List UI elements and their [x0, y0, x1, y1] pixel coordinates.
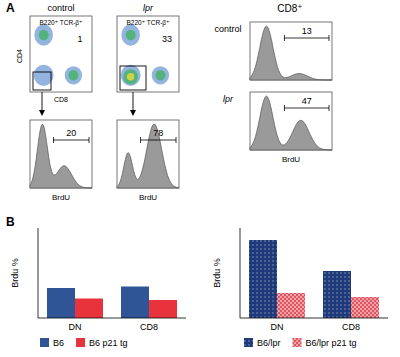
hist-curve [117, 124, 179, 188]
bar [121, 287, 149, 319]
y-axis [38, 228, 39, 318]
dot-cluster [65, 66, 82, 84]
gate-value: 78 [153, 128, 163, 138]
gate [284, 105, 285, 111]
arrow-head [39, 110, 45, 116]
dot-plot-frame [117, 16, 179, 92]
tick-label: DN [69, 322, 82, 332]
panel-title: CD8⁺ [277, 3, 302, 14]
gate-value: 20 [66, 128, 76, 138]
bar [351, 297, 379, 318]
hist-frame [117, 120, 179, 188]
bars [249, 240, 379, 318]
bars [47, 287, 177, 319]
bar [149, 300, 177, 318]
x-axis [240, 318, 388, 319]
dot-cluster [121, 65, 141, 86]
dot-cluster [152, 66, 169, 84]
dot-cluster [127, 73, 134, 81]
hist-frame [250, 22, 332, 80]
panel-label: A [6, 1, 15, 15]
legend-swatch [76, 338, 85, 347]
legend-swatch [244, 338, 253, 347]
dot-cluster [34, 24, 53, 45]
bar [47, 288, 75, 318]
legend-swatch [293, 338, 302, 347]
gate-value: 1 [77, 34, 82, 44]
axis-label: BrdU [282, 155, 300, 164]
dot-cluster [39, 30, 49, 41]
gate [89, 137, 90, 143]
column-label: control [47, 3, 74, 13]
gate [54, 140, 89, 141]
axis-label: Brdu % [10, 258, 20, 288]
dot-plot-frame [30, 16, 92, 92]
axis-label: BrdU [52, 193, 70, 202]
dot-cluster [121, 24, 140, 45]
gate [140, 137, 141, 143]
row-label: lpr [223, 94, 234, 104]
panel-label: B [6, 215, 15, 229]
column-label: lpr [143, 3, 154, 13]
gate-value: 47 [302, 96, 312, 106]
gate [284, 38, 329, 39]
tick-label: CD8 [342, 322, 360, 332]
legend-swatch [40, 338, 49, 347]
bar [75, 299, 103, 319]
gate [33, 72, 51, 90]
gate-value: 33 [162, 34, 172, 44]
gate [53, 137, 54, 143]
hist-curve [250, 96, 332, 150]
row-label: control [214, 24, 241, 34]
x-axis [38, 318, 186, 319]
gate [284, 108, 329, 109]
legend-label: B6/lpr [257, 338, 281, 348]
dot-cluster [68, 70, 78, 81]
arrow-head [130, 110, 136, 116]
gate [120, 66, 146, 90]
dot-cluster [123, 69, 138, 84]
bar [323, 271, 351, 318]
gate [141, 140, 176, 141]
axis-label: CD4 [16, 49, 23, 63]
gate [329, 35, 330, 41]
population-label: B220⁺ TCR-β⁺ [127, 19, 170, 27]
legend-label: B6 p21 tg [89, 338, 128, 348]
legend-label: B6 [53, 338, 64, 348]
gate-value: 13 [302, 26, 312, 36]
gate [329, 105, 330, 111]
dot-cluster [155, 70, 165, 81]
hist-frame [30, 120, 92, 188]
bar [249, 240, 277, 318]
gate [284, 35, 285, 41]
axis-label: BrdU [139, 193, 157, 202]
gate [176, 137, 177, 143]
population-label: B220⁺ TCR-β⁺ [40, 19, 83, 27]
y-axis [240, 228, 241, 318]
legend-label: B6/lpr p21 tg [306, 338, 357, 348]
axis-label: CD8 [54, 96, 68, 103]
hist-frame [250, 92, 332, 150]
figure: A Bcontrol B220⁺ TCR-β⁺ 1 20 BrdU lpr B220⁺ TCR… [0, 0, 400, 357]
axis-label: Brdu % [212, 258, 222, 288]
dot-cluster [126, 30, 136, 41]
tick-label: DN [271, 322, 284, 332]
tick-label: CD8 [140, 322, 158, 332]
hist-curve [250, 26, 332, 80]
hist-curve [30, 124, 92, 188]
bar [277, 293, 305, 318]
